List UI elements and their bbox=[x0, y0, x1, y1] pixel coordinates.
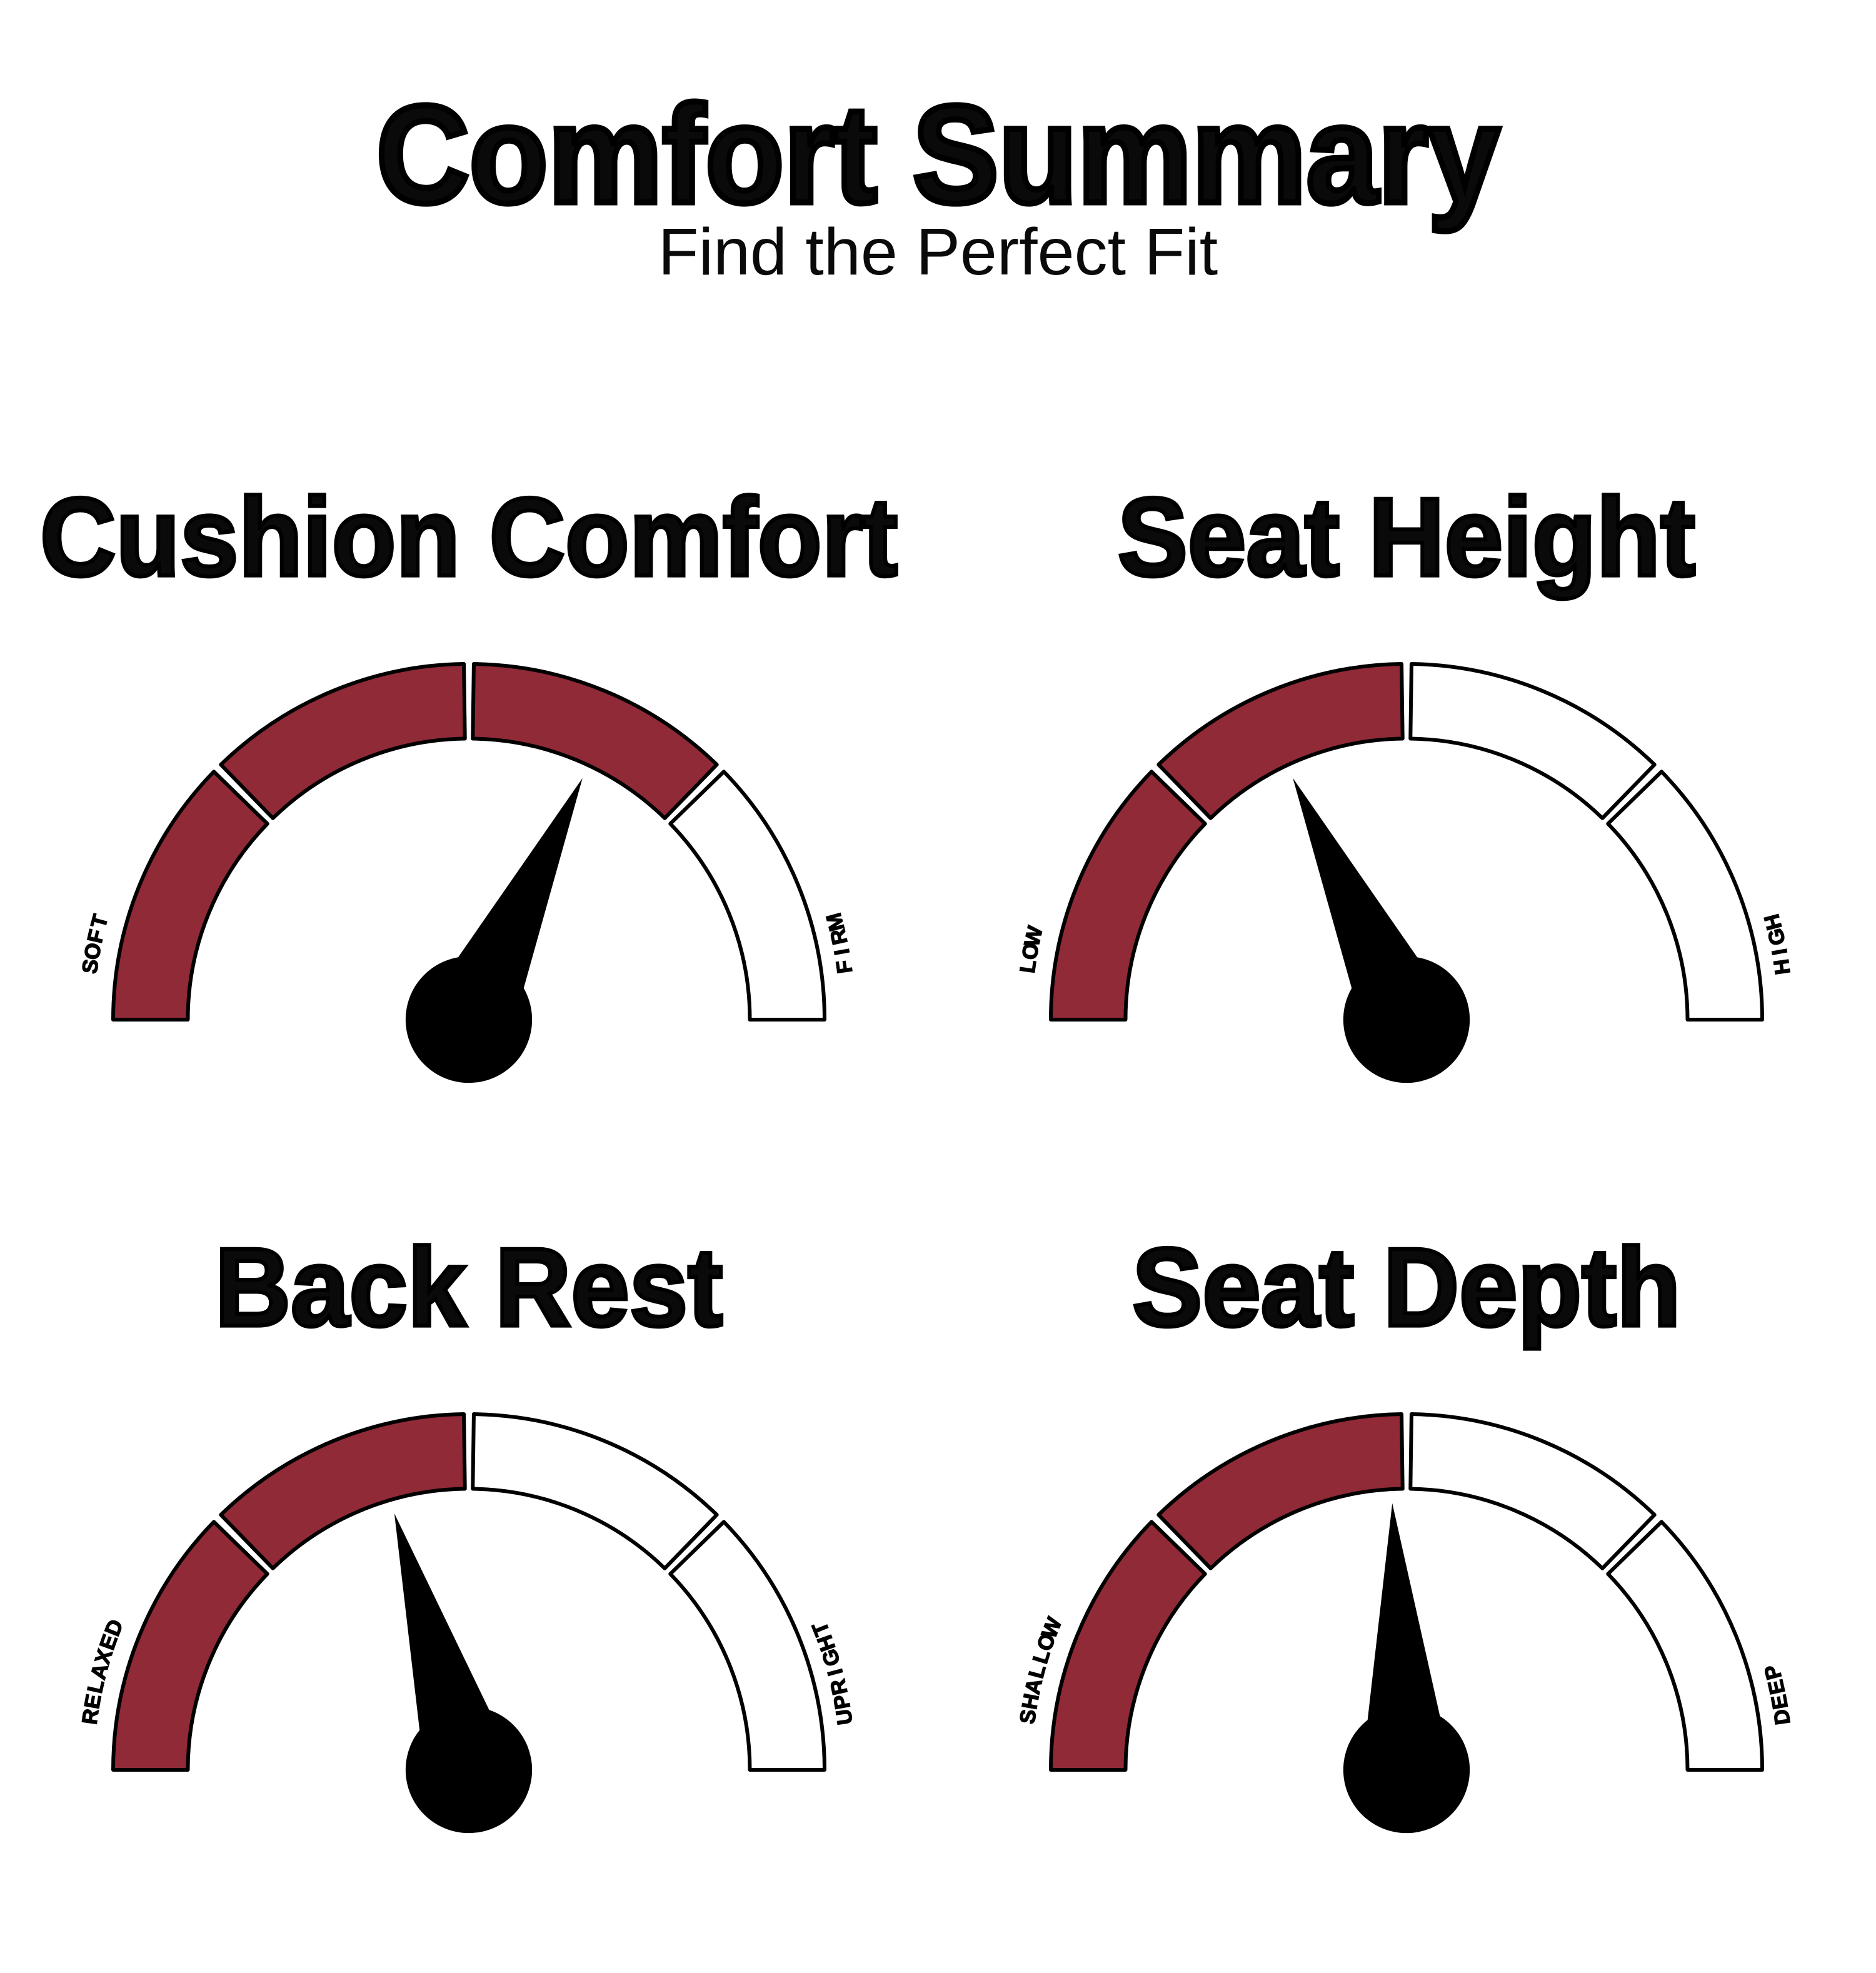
svg-text:E: E bbox=[80, 1692, 106, 1710]
svg-text:W: W bbox=[1020, 923, 1048, 949]
svg-text:H: H bbox=[1770, 958, 1795, 976]
svg-text:T: T bbox=[87, 912, 113, 931]
svg-text:F: F bbox=[832, 959, 858, 975]
svg-text:I: I bbox=[1768, 946, 1792, 956]
svg-text:I: I bbox=[830, 946, 855, 956]
